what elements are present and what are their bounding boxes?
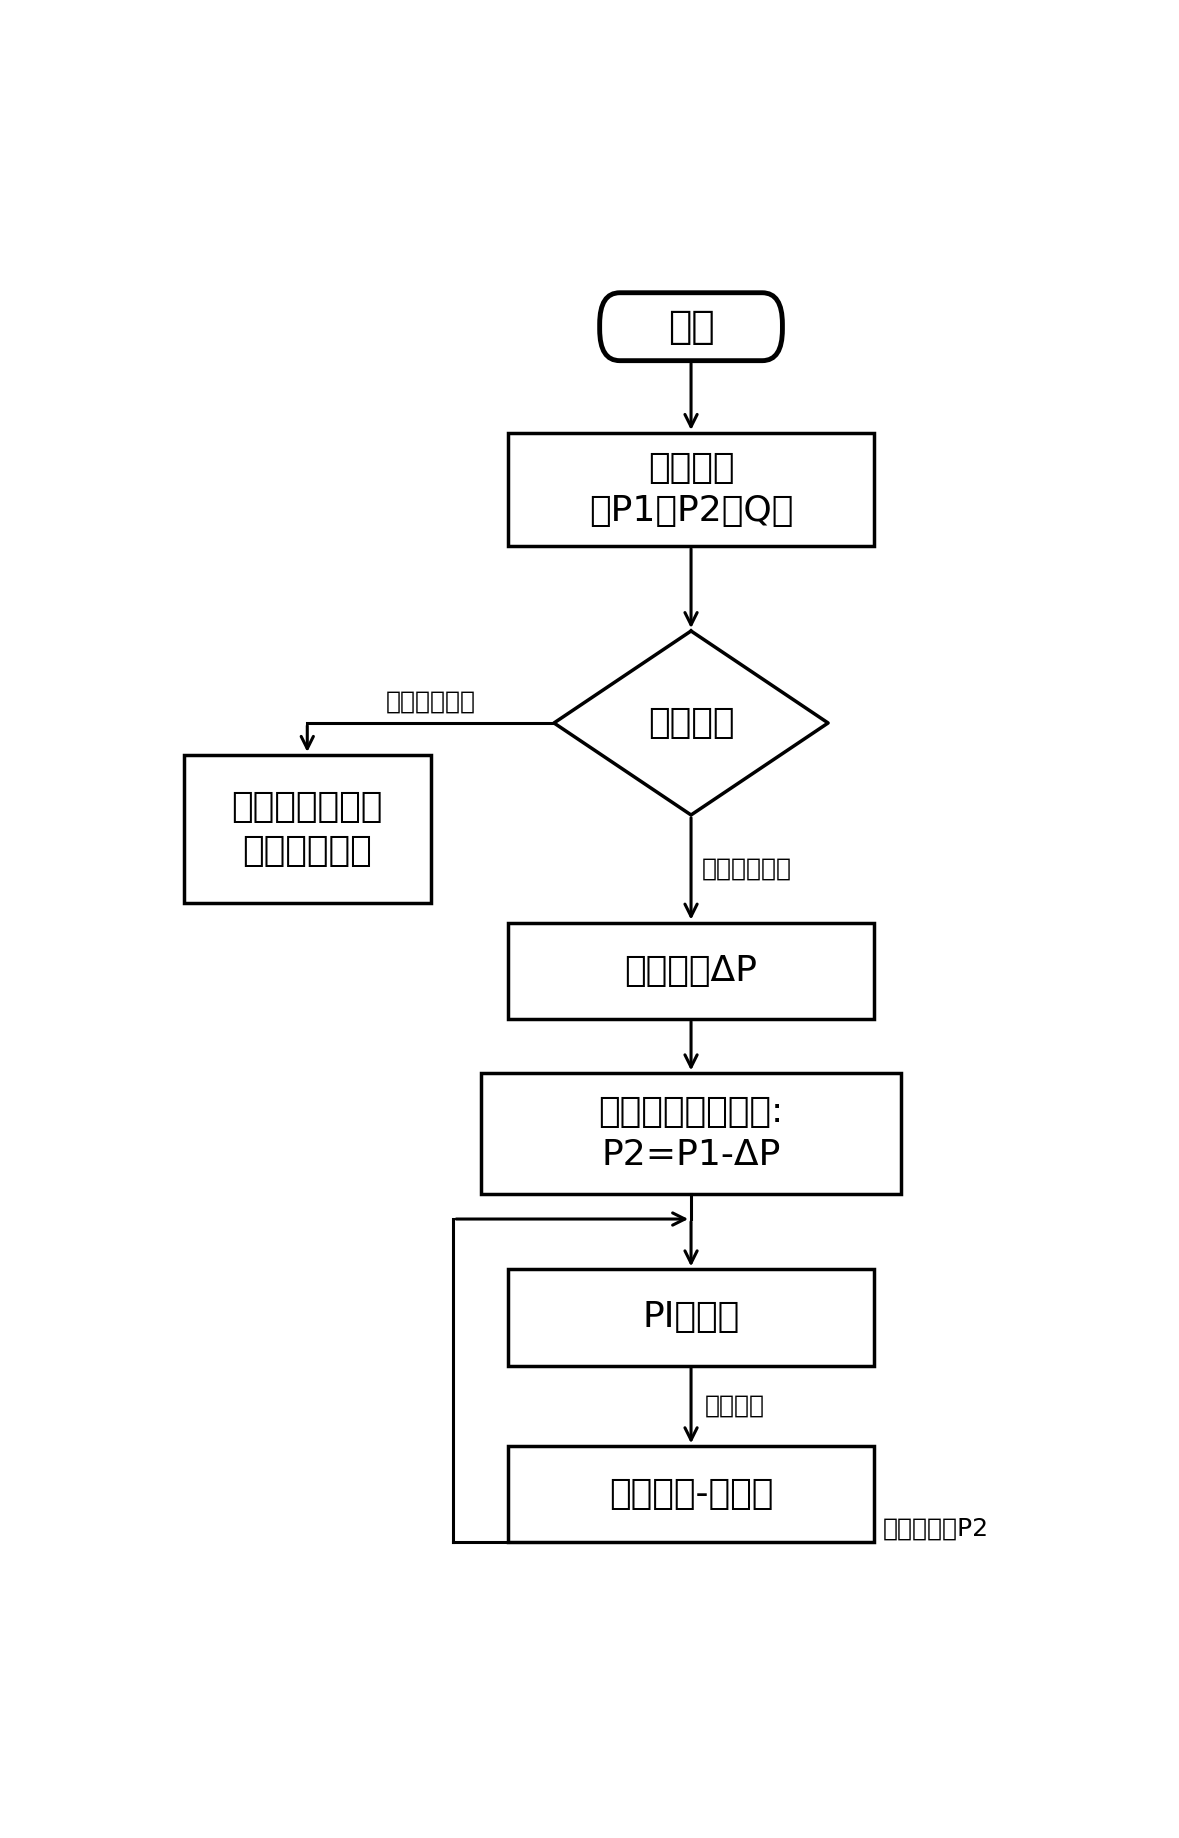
Bar (508, 434, 874, 546)
Text: 数据采集
（P1、P2、Q）: 数据采集 （P1、P2、Q） (588, 450, 793, 528)
Text: 计算压差ΔP: 计算压差ΔP (625, 954, 758, 987)
Bar (481, 1073, 901, 1193)
Text: 阀出口压力P2: 阀出口压力P2 (883, 1516, 989, 1540)
Text: PI控制器: PI控制器 (643, 1301, 739, 1334)
Text: 目标转速: 目标转速 (705, 1393, 765, 1417)
Bar (508, 1447, 874, 1542)
Bar (508, 1270, 874, 1366)
Text: 能量回收模式: 能量回收模式 (702, 857, 792, 880)
Text: 工作模式: 工作模式 (647, 706, 735, 741)
Text: 计算当前目标压力:
P2=P1-ΔP: 计算当前目标压力: P2=P1-ΔP (599, 1095, 784, 1173)
Text: 开始: 开始 (667, 307, 714, 346)
Polygon shape (554, 630, 828, 814)
Bar (508, 923, 874, 1018)
Text: 传统工作模式: 传统工作模式 (386, 689, 475, 713)
Text: 液压马达-发电机: 液压马达-发电机 (608, 1478, 773, 1511)
Bar (184, 755, 430, 904)
FancyBboxPatch shape (600, 292, 783, 360)
Text: 换向阀得电，液
压油流回油箱: 换向阀得电，液 压油流回油箱 (231, 790, 383, 868)
